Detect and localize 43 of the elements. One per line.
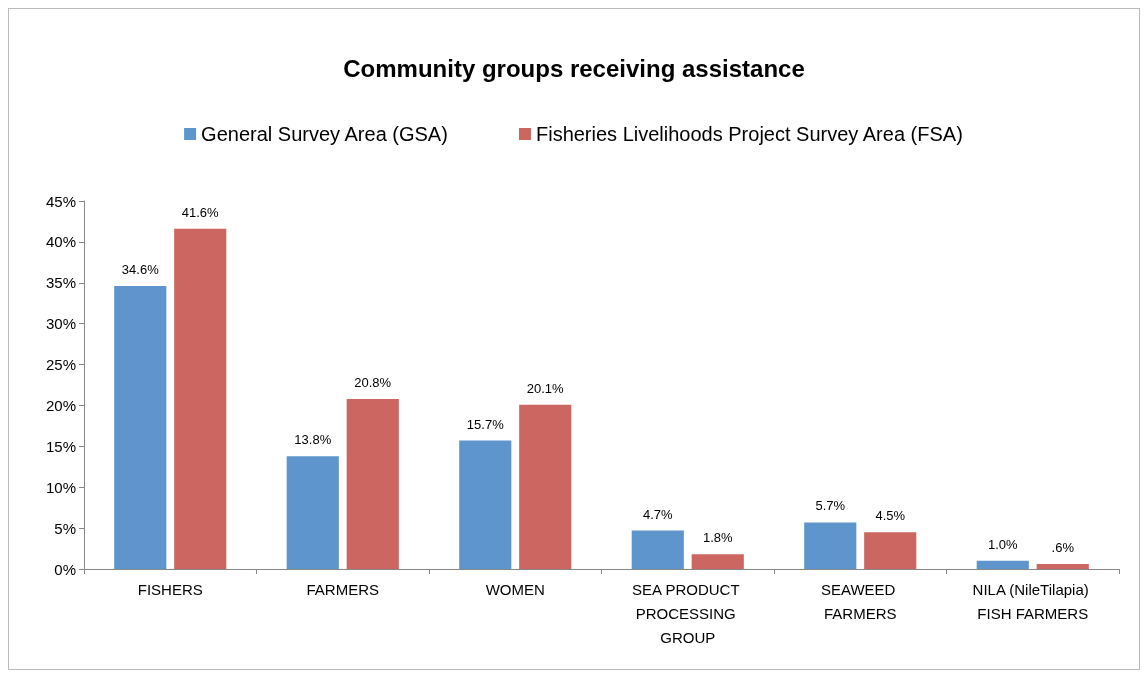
bar xyxy=(459,440,512,569)
bar xyxy=(286,456,339,569)
data-label: 34.6% xyxy=(121,262,160,278)
bar xyxy=(346,398,399,569)
x-tick-label: FISHERS xyxy=(137,580,203,598)
data-label: 4.5% xyxy=(875,508,906,524)
data-label: 13.8% xyxy=(294,432,332,448)
y-tick-label: 15% xyxy=(45,437,76,455)
bar xyxy=(864,532,917,569)
y-tick-label: 0% xyxy=(54,560,76,578)
data-label: 1.8% xyxy=(702,530,733,546)
x-tick-label: FARMERS xyxy=(306,580,380,598)
data-label: 4.7% xyxy=(642,506,674,522)
y-tick-label: 20% xyxy=(45,396,76,414)
y-tick-label: 10% xyxy=(45,478,76,496)
bar xyxy=(691,554,744,569)
data-label: 41.6% xyxy=(181,204,220,220)
bar xyxy=(519,404,572,569)
bar xyxy=(804,522,857,569)
x-tick-label: NILA (NileTilapia) FISH FARMERS xyxy=(972,580,1093,622)
y-tick-label: 30% xyxy=(45,315,76,333)
x-tick-label: SEA PRODUCT PROCESSING GROUP xyxy=(632,580,744,646)
bar xyxy=(174,228,227,569)
data-label: 20.1% xyxy=(526,380,565,396)
data-label: 15.7% xyxy=(466,416,505,432)
legend-label: Fisheries Livelihoods Project Survey Area (FSA) xyxy=(535,123,963,145)
data-label: .6% xyxy=(1051,540,1075,556)
x-tick-label: WOMEN xyxy=(485,580,545,598)
data-label: 20.8% xyxy=(354,374,392,390)
y-tick-label: 45% xyxy=(45,192,76,210)
bar xyxy=(114,286,167,569)
x-tick-label: SEAWEED FARMERS xyxy=(820,580,900,622)
legend-label: General Survey Area (GSA) xyxy=(201,123,448,145)
y-tick-label: 25% xyxy=(45,356,76,374)
y-tick-label: 5% xyxy=(54,519,76,537)
y-tick-label: 40% xyxy=(45,233,76,251)
data-label: 1.0% xyxy=(987,536,1019,552)
chart-title: Community groups receiving assistance xyxy=(343,54,805,82)
bar xyxy=(976,560,1029,569)
data-label: 5.7% xyxy=(815,498,846,514)
y-tick-label: 35% xyxy=(45,274,76,292)
bar xyxy=(631,530,684,569)
bar xyxy=(1036,564,1089,569)
